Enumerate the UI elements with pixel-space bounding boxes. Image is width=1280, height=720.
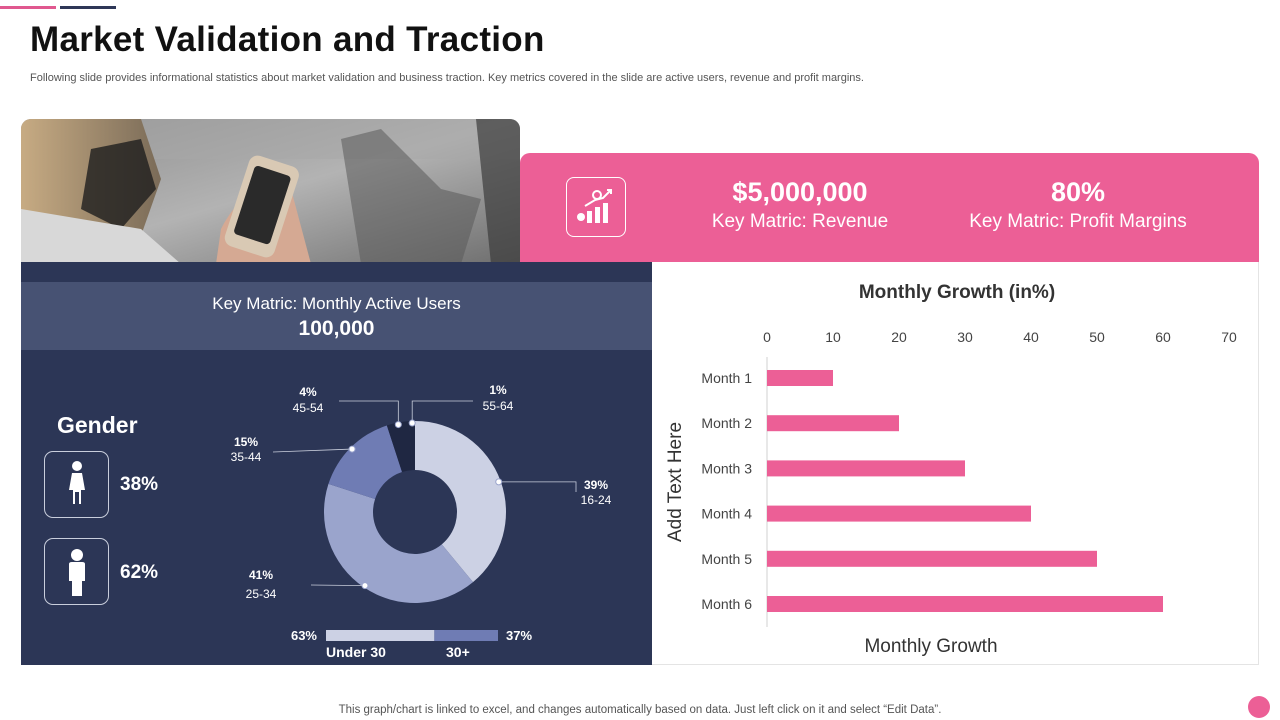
female-percentage: 38%	[120, 474, 159, 495]
age-label-pct-16-24: 39%	[584, 478, 608, 492]
monthly-active-users-value: 100,000	[298, 317, 375, 340]
profit-metric: 80% Key Matric: Profit Margins	[948, 175, 1208, 235]
age-label-range-25-34: 25-34	[246, 587, 277, 601]
donut-leader-dot	[394, 421, 402, 429]
chart-title: Monthly Growth (in%)	[859, 282, 1055, 303]
donut-leader-45-54	[339, 400, 399, 425]
monthly-active-users-box: Key Matric: Monthly Active Users 100,000	[21, 282, 652, 350]
x-tick-label: 10	[825, 329, 841, 345]
age-label-pct-25-34: 41%	[249, 568, 273, 582]
profit-value: 80%	[1050, 177, 1106, 207]
key-metrics-banner: $5,000,000 Key Matric: Revenue 80% Key M…	[520, 153, 1259, 263]
donut-leader-25-34	[310, 584, 365, 587]
profit-label: Key Matric: Profit Margins	[969, 211, 1187, 232]
donut-slice-45-54	[386, 421, 413, 473]
donut-leader-dot	[361, 582, 369, 590]
monthly-growth-chart: Monthly Growth (in%) 0 10 20 30 40 50 60 70 Mon…	[665, 282, 1237, 657]
age-label-range-35-44: 35-44	[231, 450, 262, 464]
donut-leader-55-64	[411, 400, 473, 424]
x-axis-label: Monthly Growth	[864, 636, 997, 657]
revenue-label: Key Matric: Revenue	[711, 211, 889, 232]
y-category-label: Month 1	[701, 370, 752, 386]
donut-leader-35-44	[272, 448, 353, 453]
bar-month-3	[767, 460, 965, 477]
age-label-pct-35-44: 15%	[234, 435, 258, 449]
donut-slice-35-44	[328, 425, 403, 500]
age-label-range-16-24: 16-24	[581, 493, 612, 507]
bar-month-4	[767, 505, 1031, 522]
decor-dot	[1248, 696, 1270, 718]
female-icon	[69, 461, 85, 504]
x-tick-label: 40	[1023, 329, 1039, 345]
donut-slice-55-64	[409, 421, 415, 471]
page-subtitle: Following slide provides informational s…	[30, 72, 864, 84]
age-label-pct-55-64: 1%	[489, 383, 507, 397]
age-donut-chart: 39% 16-24 41% 25-34 15% 35-44 4% 45-54 1…	[231, 383, 612, 660]
split-bar-30-plus	[434, 630, 498, 641]
donut-slice-16-24	[415, 421, 506, 583]
y-category-label: Month 4	[701, 506, 752, 522]
male-percentage: 62%	[120, 562, 159, 583]
monthly-active-users-label: Key Matric: Monthly Active Users	[212, 294, 461, 313]
footnote: This graph/chart is linked to excel, and…	[338, 704, 942, 716]
donut-leader-dot	[495, 478, 503, 486]
hand-holding-phone-photo	[21, 119, 520, 264]
split-under-30-pct: 63%	[291, 628, 317, 643]
female-icon-box	[44, 451, 109, 518]
y-category-label: Month 3	[701, 460, 752, 476]
x-tick-label: 50	[1089, 329, 1105, 345]
revenue-metric: $5,000,000 Key Matric: Revenue	[670, 175, 930, 235]
donut-leader-16-24	[498, 481, 577, 492]
decor-line-pink	[0, 6, 56, 9]
growth-chart-icon	[566, 177, 626, 237]
page-title: Market Validation and Traction	[30, 20, 545, 59]
x-tick-label: 60	[1155, 329, 1171, 345]
bar-month-1	[767, 370, 833, 386]
donut-slice-25-34	[324, 483, 474, 603]
donut-leader-dot	[348, 445, 356, 453]
y-category-label: Month 2	[701, 415, 752, 431]
age-label-range-45-54: 45-54	[293, 401, 324, 415]
male-icon-box	[44, 538, 109, 605]
gender-title: Gender	[57, 412, 138, 438]
bar-month-6	[767, 596, 1163, 612]
split-30-plus-label: 30+	[446, 644, 470, 660]
y-category-label: Month 6	[701, 596, 752, 612]
donut-leader-dot	[408, 419, 416, 427]
x-tick-label: 30	[957, 329, 973, 345]
age-label-range-55-64: 55-64	[483, 399, 514, 413]
revenue-value: $5,000,000	[732, 177, 868, 207]
users-panel: Key Matric: Monthly Active Users 100,000…	[21, 262, 652, 665]
age-label-pct-45-54: 4%	[299, 385, 317, 399]
decor-line-navy	[60, 6, 116, 9]
x-tick-label: 0	[763, 329, 771, 345]
x-tick-label: 20	[891, 329, 907, 345]
y-axis-label: Add Text Here	[665, 422, 686, 542]
y-category-label: Month 5	[701, 551, 752, 567]
monthly-growth-panel: Monthly Growth (in%) 0 10 20 30 40 50 60 70 Mon…	[652, 262, 1259, 665]
split-30-plus-pct: 37%	[506, 628, 532, 643]
male-icon	[69, 549, 85, 596]
split-under-30-label: Under 30	[326, 644, 386, 660]
split-bar-under-30	[326, 630, 435, 641]
x-tick-label: 70	[1221, 329, 1237, 345]
bar-month-5	[767, 550, 1097, 567]
bar-month-2	[767, 415, 899, 432]
